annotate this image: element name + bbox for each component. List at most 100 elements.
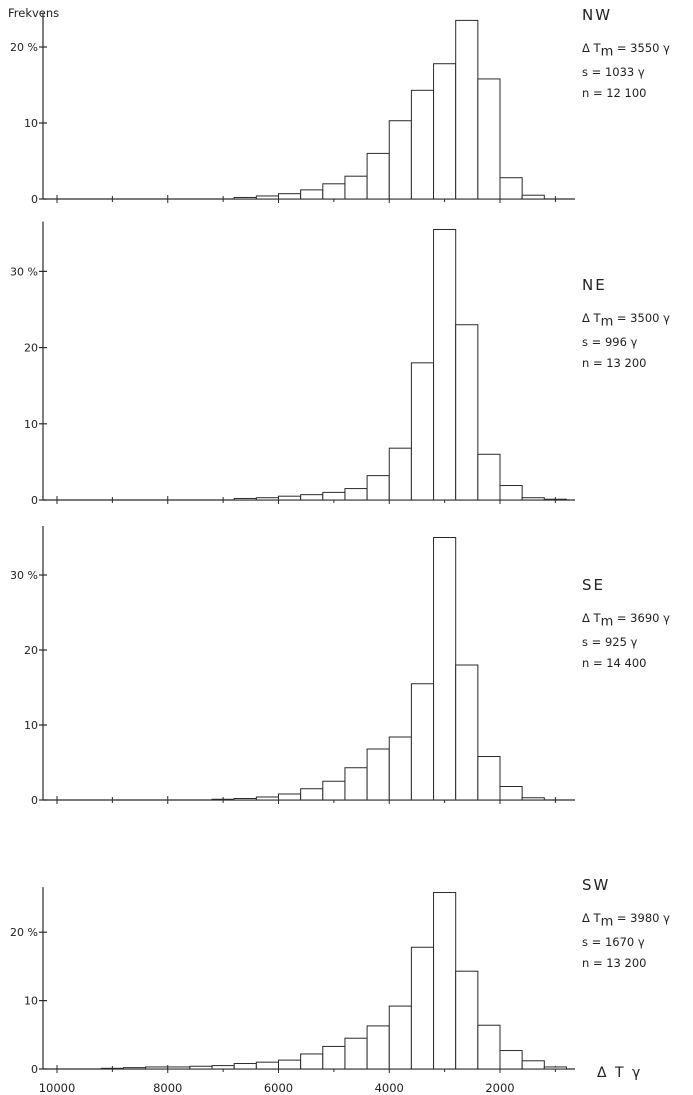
bar-se [366,748,390,801]
direction-label: NW [582,6,613,24]
y-tick-label-ne: 0 [31,494,38,507]
bar-sw [122,1067,147,1070]
bar-se [300,788,324,801]
bar-sw [145,1066,169,1070]
bar-sw [344,1037,368,1070]
x-tick-label: 2000 [485,1081,514,1095]
x-axis-label: Δ T γ [597,1065,642,1081]
bar-ne [322,491,346,501]
mean-stat: Δ Tm = 3500 γ [582,311,670,330]
bar-sw [388,1005,412,1070]
panel-stats-nw: NW Δ Tm = 3550 γ s = 1033 γ n = 12 100 [582,6,670,104]
panel-stats-se: SE Δ Tm = 3690 γ s = 925 γ n = 14 400 [582,576,670,674]
bar-nw [366,152,390,200]
bar-ne [366,475,390,501]
bar-se [455,664,479,801]
count-stat: n = 13 200 [582,356,647,371]
y-tick-label-se: 20 [24,644,38,657]
y-axis-title: Frekvens [8,6,59,20]
bar-sw [499,1050,523,1070]
bar-ne [499,485,523,501]
bar-sw [410,946,435,1070]
bar-ne [278,495,302,501]
sd-stat: s = 996 γ [582,335,638,350]
bar-se [388,736,412,801]
bar-sw [300,1053,324,1070]
count-stat: n = 13 200 [582,956,647,971]
mean-stat: Δ Tm = 3690 γ [582,611,670,630]
bar-sw [167,1066,191,1070]
bar-se [233,798,257,801]
x-tick-label: 10000 [39,1081,76,1095]
y-tick-label-sw: 10 [24,995,38,1008]
sd-stat: s = 925 γ [582,635,638,650]
y-tick-label-nw: 0 [31,193,38,206]
bar-se [433,537,457,801]
bar-ne [433,228,457,501]
bar-se [344,767,368,801]
panel-stats-ne: NE Δ Tm = 3500 γ s = 996 γ n = 13 200 [582,276,670,374]
panel-stats-sw: SW Δ Tm = 3980 γ s = 1670 γ n = 13 200 [582,876,670,974]
bar-sw [211,1065,235,1070]
bar-nw [521,194,545,200]
bar-ne [521,497,545,501]
direction-label: NE [582,276,607,294]
bar-sw [189,1065,213,1070]
bar-ne [300,494,324,501]
y-tick-label-nw: 20 % [10,41,38,54]
bar-nw [388,120,412,200]
bar-sw [366,1025,390,1070]
bar-sw [100,1067,124,1070]
bar-sw [278,1059,302,1070]
sd-stat: s = 1033 γ [582,65,645,80]
bar-nw [410,89,435,200]
bar-nw [499,177,523,200]
bar-ne [410,362,435,501]
bar-ne [543,498,567,501]
mean-stat: Δ Tm = 3550 γ [582,41,670,60]
direction-label: SW [582,876,611,894]
y-tick-label-ne: 30 % [10,265,38,278]
bar-nw [322,183,346,200]
bar-se [255,796,280,801]
bar-nw [344,175,368,200]
bar-ne [455,324,479,501]
bar-se [410,683,435,801]
y-tick-label-ne: 20 [24,342,38,355]
bar-sw [521,1060,545,1070]
bar-se [322,780,346,801]
bar-nw [300,189,324,200]
bar-nw [233,196,257,200]
y-tick-label-se: 30 % [10,569,38,582]
x-tick-label: 8000 [153,1081,182,1095]
mean-stat: Δ Tm = 3980 γ [582,911,670,930]
y-tick-label-ne: 10 [24,418,38,431]
bar-sw [455,970,479,1070]
count-stat: n = 14 400 [582,656,647,671]
count-stat: n = 12 100 [582,86,647,101]
bar-se [211,798,235,801]
y-tick-label-se: 10 [24,719,38,732]
bar-sw [477,1024,501,1070]
y-tick-label-se: 0 [31,794,38,807]
bar-se [477,756,501,801]
bar-nw [455,19,479,200]
bar-ne [233,497,257,501]
bar-nw [278,193,302,200]
y-tick-label-nw: 10 [24,117,38,130]
bar-ne [344,488,368,501]
bar-nw [477,78,501,200]
y-tick-label-sw: 0 [31,1063,38,1076]
x-tick-label: 4000 [375,1081,404,1095]
y-tick-label-sw: 20 % [10,926,38,939]
bar-se [278,793,302,801]
bar-se [499,786,523,801]
bar-ne [477,453,501,501]
direction-label: SE [582,576,605,594]
bar-se [521,797,545,801]
bar-sw [543,1066,567,1070]
x-tick-label: 6000 [264,1081,293,1095]
sd-stat: s = 1670 γ [582,935,645,950]
bar-ne [388,447,412,501]
